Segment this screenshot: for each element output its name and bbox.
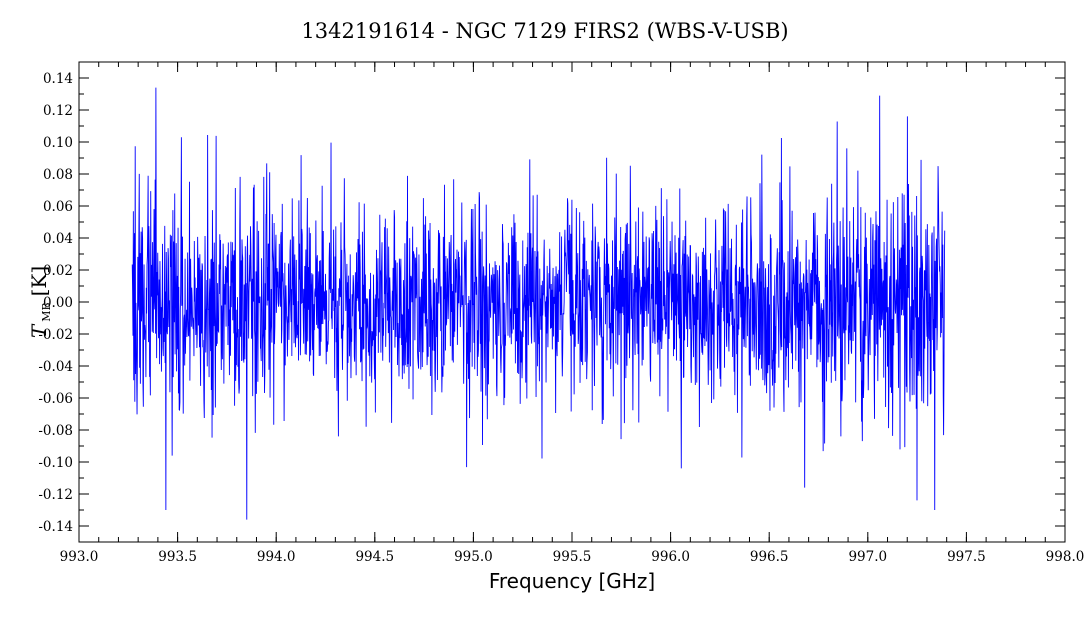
y-tick-label: -0.10 [38, 455, 73, 471]
x-tick-label: 994.0 [257, 549, 296, 565]
y-tick-label: 0.00 [43, 295, 73, 311]
y-tick-label: -0.12 [38, 487, 73, 503]
y-axis-label-main: T [27, 323, 51, 338]
y-tick-labels: 0.14 0.12 0.10 0.08 0.06 0.04 0.02 0.00 -0.02 -0.… [38, 71, 73, 535]
y-axis-label-subscript: MB [40, 302, 53, 321]
x-tick-label: 998.0 [1046, 549, 1085, 565]
x-tick-label: 995.5 [553, 549, 592, 565]
y-tick-label: 0.08 [43, 167, 73, 183]
y-tick-label: -0.04 [38, 359, 73, 375]
spectrum-series-line [131, 87, 946, 520]
x-tick-label: 993.5 [158, 549, 197, 565]
y-axis-label-unit: [K] [27, 266, 51, 297]
y-tick-label: -0.06 [38, 391, 73, 407]
y-axis-label: T MB [K] [27, 266, 53, 338]
x-tick-label: 997.0 [848, 549, 887, 565]
x-tick-labels: 993.0 993.5 994.0 994.5 995.0 995.5 996.0 996.5… [60, 549, 1085, 565]
y-tick-label: -0.02 [38, 327, 73, 343]
svg-text:TMB[K]: T MB [K] [27, 266, 53, 338]
x-axis-label: Frequency [GHz] [489, 569, 655, 593]
y-tick-label: 0.10 [43, 135, 73, 151]
axis-ticks [78, 61, 1066, 543]
plot-area [78, 61, 1066, 543]
y-tick-label: 0.14 [43, 71, 73, 87]
y-tick-label: 0.12 [43, 103, 73, 119]
y-tick-label: -0.14 [38, 519, 73, 535]
x-tick-label: 997.5 [947, 549, 986, 565]
series-group [131, 87, 946, 520]
x-tick-label: 996.0 [651, 549, 690, 565]
y-tick-label: 0.02 [43, 263, 73, 279]
x-tick-label: 993.0 [60, 549, 99, 565]
y-tick-label: 0.04 [43, 231, 73, 247]
y-tick-label: -0.08 [38, 423, 73, 439]
x-tick-label: 994.5 [355, 549, 394, 565]
x-tick-label: 996.5 [750, 549, 789, 565]
y-tick-label: 0.06 [43, 199, 73, 215]
x-tick-label: 995.0 [454, 549, 493, 565]
chart-title: 1342191614 - NGC 7129 FIRS2 (WBS-V-USB) [301, 19, 788, 43]
